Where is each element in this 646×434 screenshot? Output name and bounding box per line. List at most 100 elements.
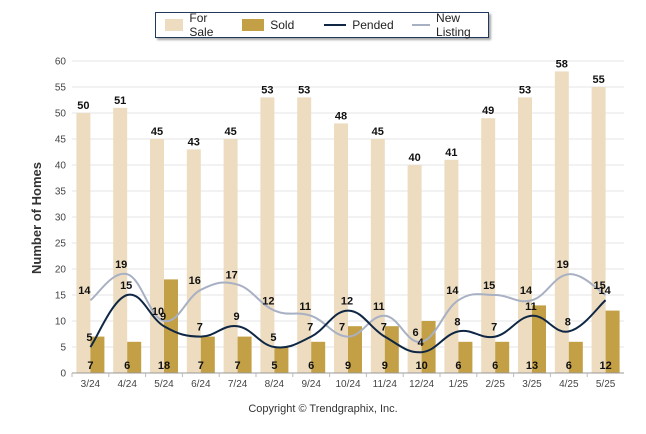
pended-value-label: 11 [525,301,537,313]
sold-bar [458,341,473,373]
sold-swatch [242,19,265,31]
for-sale-swatch [165,19,184,31]
sold-value-label: 18 [158,360,170,372]
new-listing-value-label: 15 [483,280,495,292]
x-tick-label: 8/24 [265,379,285,390]
new-listing-value-label: 17 [225,270,237,282]
sold-bar [568,341,583,373]
x-tick-label: 5/24 [154,379,174,390]
x-tick-label: 1/25 [449,379,469,390]
pended-value-label: 7 [491,322,497,334]
sold-value-label: 12 [599,360,611,372]
for-sale-value-label: 50 [77,100,89,112]
sold-value-label: 7 [235,360,241,372]
for-sale-bar [150,139,164,373]
x-tick-label: 7/24 [228,379,248,390]
for-sale-value-label: 58 [556,58,568,70]
for-sale-bar [518,97,532,374]
sold-value-label: 6 [566,360,572,372]
pended-value-label: 8 [454,316,460,328]
x-tick-label: 6/24 [191,379,211,390]
for-sale-value-label: 45 [372,126,384,138]
sold-value-label: 6 [492,360,498,372]
for-sale-bar [481,118,496,373]
for-sale-bar [223,139,238,373]
pended-value-label: 14 [598,285,611,297]
for-sale-value-label: 40 [408,152,420,164]
for-sale-bar [186,149,201,373]
new-listing-value-label: 19 [557,259,569,271]
new-listing-value-label: 10 [152,306,164,318]
pended-value-label: 15 [120,280,132,292]
for-sale-value-label: 48 [335,110,347,122]
sold-bar [348,326,362,373]
legend-item-pended: Pended [324,18,394,32]
sold-value-label: 13 [526,360,538,372]
sold-value-label: 10 [415,360,427,372]
for-sale-bar [407,165,422,373]
y-tick-label: 35 [55,187,67,198]
sold-bar [311,341,326,373]
sold-value-label: 6 [308,360,314,372]
for-sale-value-label: 53 [298,84,310,96]
new-listing-value-label: 14 [446,285,459,297]
pended-value-label: 12 [341,296,353,308]
sold-bar [200,336,215,373]
for-sale-value-label: 53 [519,84,531,96]
legend-item-for-sale: For Sale [165,11,227,39]
x-tick-label: 3/25 [522,379,542,390]
new-listing-value-label: 7 [339,322,345,334]
new-listing-line [89,272,607,343]
y-tick-label: 60 [55,57,67,68]
legend-label: Sold [270,18,295,32]
new-listing-value-label: 6 [413,327,419,339]
y-tick-label: 15 [55,291,67,302]
pended-value-label: 9 [234,311,240,323]
for-sale-value-label: 45 [151,126,163,138]
series-lines [89,272,607,354]
new-listing-value-label: 11 [373,301,385,313]
y-tick-label: 5 [60,343,66,354]
new-listing-value-label: 19 [115,259,127,271]
y-axis-label: Number of Homes [29,162,44,274]
legend: For Sale Sold Pended New Listing [155,11,489,39]
legend-label: New Listing [436,11,471,39]
sold-value-label: 7 [198,360,204,372]
y-tick-label: 50 [55,109,67,120]
legend-label: Pended [352,18,394,32]
legend-item-new-listing: New Listing [411,11,488,39]
y-tick-label: 55 [55,83,67,94]
sold-value-label: 5 [271,360,277,372]
y-tick-label: 20 [55,265,67,276]
for-sale-value-label: 51 [114,95,126,107]
for-sale-bar [370,139,385,373]
for-sale-bar [554,71,569,374]
y-tick-label: 45 [55,135,67,146]
pended-value-label: 7 [307,322,313,334]
x-tick-label: 4/24 [117,379,137,390]
sold-value-label: 7 [87,360,93,372]
y-tick-label: 10 [55,317,67,328]
x-tick-label: 2/25 [485,379,505,390]
y-tick-label: 0 [60,369,66,380]
y-tick-label: 25 [55,239,67,250]
new-listing-swatch [411,24,431,26]
x-tick-label: 3/24 [81,379,101,390]
for-sale-value-label: 45 [224,126,236,138]
new-listing-value-label: 15 [593,280,605,292]
pended-value-label: 7 [197,322,203,334]
pended-value-label: 8 [565,316,571,328]
copyright-text: Copyright © Trendgraphix, Inc. [248,403,398,415]
sold-value-label: 6 [124,360,130,372]
for-sale-bar [591,87,606,373]
for-sale-bar [297,97,312,374]
for-sale-value-label: 41 [445,147,457,159]
sold-bar [164,279,178,373]
sold-value-label: 9 [345,360,351,372]
pended-value-label: 5 [270,332,276,344]
pended-line [89,293,607,354]
x-tick-label: 5/25 [596,379,616,390]
